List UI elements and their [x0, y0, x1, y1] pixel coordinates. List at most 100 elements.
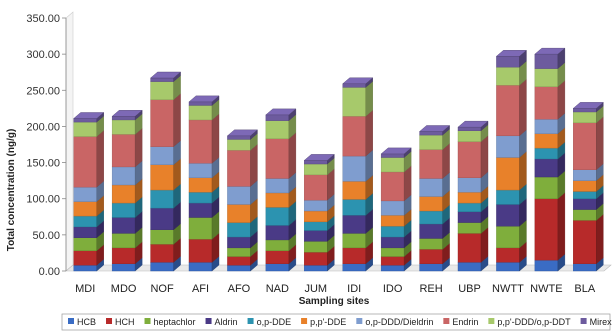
x-tick-label: MDI: [75, 283, 95, 295]
bar-segment: [73, 121, 97, 137]
x-tick-label: IDI: [347, 283, 361, 295]
bar-stack: [303, 153, 335, 272]
legend-label: Aldrin: [215, 317, 238, 327]
bar-segment: [534, 158, 559, 178]
bar-top: [188, 95, 220, 103]
y-axis-title: Total concentration (ng/g): [6, 129, 17, 252]
bar-segment: [342, 215, 366, 234]
bar-segment: [496, 204, 520, 227]
bar-segment-side: [519, 78, 527, 137]
bar-segment: [188, 177, 213, 193]
bar-top: [572, 102, 604, 109]
bar-stack: [380, 147, 412, 272]
bar-segment: [419, 238, 443, 250]
legend-swatch: [356, 318, 363, 324]
y-tick-label: 300.00: [26, 49, 60, 61]
bar-stack: [111, 109, 143, 272]
bar-segment: [111, 119, 136, 135]
x-tick-label: JUM: [304, 283, 327, 295]
bar-stack: [457, 120, 489, 272]
bar-segment: [227, 186, 251, 205]
bar-segment: [496, 85, 520, 137]
bar-segment: [188, 217, 213, 240]
legend-swatch: [106, 318, 113, 324]
x-tick-label: MDO: [111, 283, 137, 295]
legend-item: o,p-DDD/Dieldrin: [356, 317, 433, 327]
bar-segment: [73, 136, 97, 188]
legend-swatch: [443, 318, 450, 324]
bar-segment: [227, 265, 251, 272]
bar-top: [342, 77, 374, 84]
y-tick-label: 350.00: [26, 13, 60, 25]
bar-segment: [304, 160, 328, 165]
bar-segment: [419, 131, 443, 136]
bar-top: [73, 112, 105, 119]
legend-label: heptachlor: [154, 317, 196, 327]
bar-segment: [111, 116, 136, 121]
bar-segment: [534, 118, 559, 134]
x-tick-label: UBP: [458, 283, 481, 295]
bar-segment-side: [596, 116, 604, 171]
bar-segment: [457, 141, 482, 178]
bar-segment: [419, 263, 443, 272]
y-tick-label: 250.00: [26, 85, 60, 97]
bar-segment: [380, 200, 405, 216]
bar-segment: [457, 192, 482, 204]
bar-top: [380, 147, 412, 155]
bar-segment: [304, 163, 328, 176]
bar-segment: [111, 134, 136, 168]
bar-segment: [534, 259, 559, 272]
bar-segment-side: [557, 80, 566, 120]
bar-segment: [419, 149, 443, 179]
legend-swatch: [144, 318, 151, 324]
bar-segment: [457, 202, 482, 212]
bar-segment: [573, 111, 597, 124]
bar-stack: [226, 129, 258, 272]
bar-segment: [111, 263, 136, 272]
bar-segment: [227, 236, 251, 249]
bar-segment: [457, 222, 482, 234]
bar-segment: [111, 166, 136, 186]
bar-segment-side: [288, 132, 297, 179]
legend-swatch: [68, 318, 74, 324]
x-tick-label: IDO: [383, 283, 403, 295]
bar-segment: [496, 247, 520, 263]
x-category-labels: MDI MDO NOF AFI AFO NAD JUM IDI IDO REH UBP NWTT NWT…: [75, 283, 596, 295]
x-tick-label: NOF: [150, 283, 174, 295]
bar-top: [265, 108, 297, 116]
bar-segment: [496, 56, 520, 68]
bar-segment: [496, 135, 520, 158]
bar-segment: [150, 81, 174, 100]
bar-segment-side: [173, 93, 181, 148]
bar-segment: [304, 221, 328, 231]
bar-top: [226, 129, 258, 137]
bar-segment: [73, 250, 97, 266]
bar-segment: [496, 225, 520, 249]
y-tick-label: 100.00: [26, 194, 60, 206]
bar-segment: [150, 262, 174, 272]
bar-segment: [265, 250, 290, 264]
bar-segment: [380, 153, 405, 158]
bar-segment: [265, 225, 290, 241]
bar-segment-side: [96, 130, 104, 188]
bar-segment: [227, 247, 251, 257]
legend-item: o,p-DDE: [247, 317, 291, 327]
bar-segment: [150, 244, 174, 263]
bar-stack: [495, 49, 527, 272]
bar-segment: [380, 247, 405, 257]
bar-segment: [73, 237, 97, 251]
bar-segment: [342, 247, 366, 264]
bar-segment: [188, 202, 213, 218]
bar-segment: [380, 215, 405, 227]
bar-segment: [150, 189, 174, 209]
bar-segment: [496, 66, 520, 86]
bar-segment: [534, 147, 559, 160]
bar-segment: [73, 215, 97, 228]
bar-segment: [227, 204, 251, 223]
bar-segment: [419, 134, 443, 150]
bar-segment: [342, 263, 366, 272]
bar-segment: [265, 178, 290, 194]
bar-segment: [227, 222, 251, 238]
x-tick-label: REH: [419, 283, 442, 295]
bar-segment: [534, 53, 559, 69]
